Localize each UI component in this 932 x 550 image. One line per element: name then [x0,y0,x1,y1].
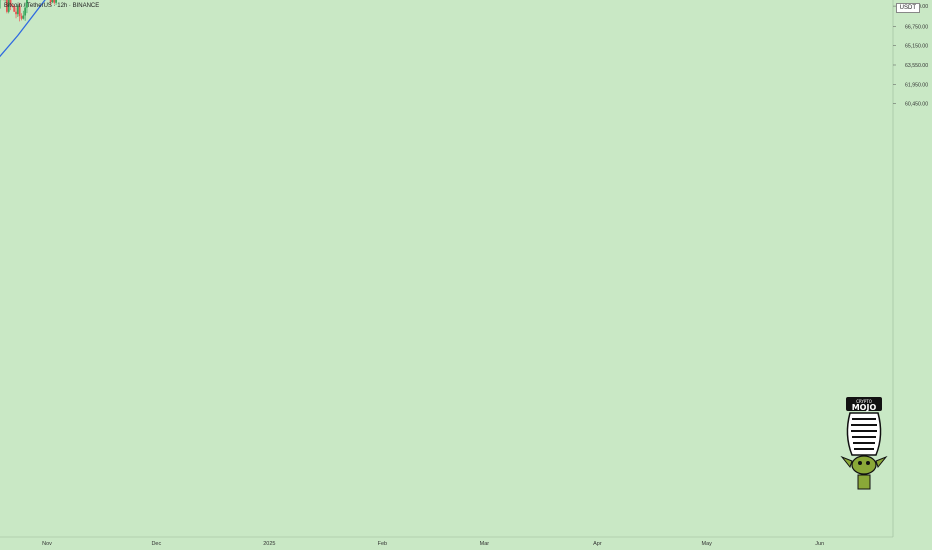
candle [49,0,52,6]
price-axis-background [893,0,932,550]
candle [24,2,27,21]
x-tick-label: Jun [815,541,824,547]
chart-title: Bitcoin / TetherUS · 12h · BINANCE [4,3,100,9]
candle-body [22,15,25,19]
y-tick-label: 65,150.00 [905,44,928,50]
candle [26,0,28,14]
candle-body [26,0,28,8]
candle [13,5,16,12]
candle [55,0,58,6]
mojo-mascot-logo: CRYPTO MOJO [840,397,888,490]
candle-body [24,7,27,16]
candle-body [11,5,14,7]
candle-body [55,0,58,3]
candle-body [51,0,54,3]
y-tick-label: 60,450.00 [905,101,928,107]
candle-body [0,0,1,9]
candle-body [16,5,19,15]
svg-text:MOJO: MOJO [852,403,877,412]
candle-body [49,0,52,3]
candle-body [18,5,21,17]
candles [0,0,58,22]
y-tick-label: 63,550.00 [905,63,928,69]
candle-body [13,6,16,12]
candle [11,4,14,8]
candle [0,0,1,9]
candle-body [20,16,23,19]
candle-body [15,11,17,15]
candle [22,10,25,20]
y-tick-label: 61,950.00 [905,83,928,89]
candle-body [6,0,8,12]
candle [9,0,12,11]
candle [18,2,21,22]
currency-label[interactable]: USDT [895,3,920,13]
x-tick-label: Nov [42,541,52,547]
x-tick-label: Feb [378,541,387,547]
candle-body [53,0,56,3]
candle [4,0,6,2]
candle-body [9,0,12,6]
svg-text:CRYPTO: CRYPTO [856,399,872,404]
x-tick-label: May [702,541,713,547]
candle [6,0,8,14]
x-tick-label: 2025 [263,541,275,547]
candle [20,13,23,21]
y-tick-label: 66,750.00 [905,25,928,31]
candle [51,0,54,4]
x-tick-label: Dec [151,541,161,547]
x-tick-label: Apr [593,541,602,547]
candle [15,7,17,19]
x-tick-label: Mar [480,541,490,547]
candle [53,0,56,5]
candle [7,0,10,14]
candle [16,3,19,17]
candle-body [7,0,10,12]
